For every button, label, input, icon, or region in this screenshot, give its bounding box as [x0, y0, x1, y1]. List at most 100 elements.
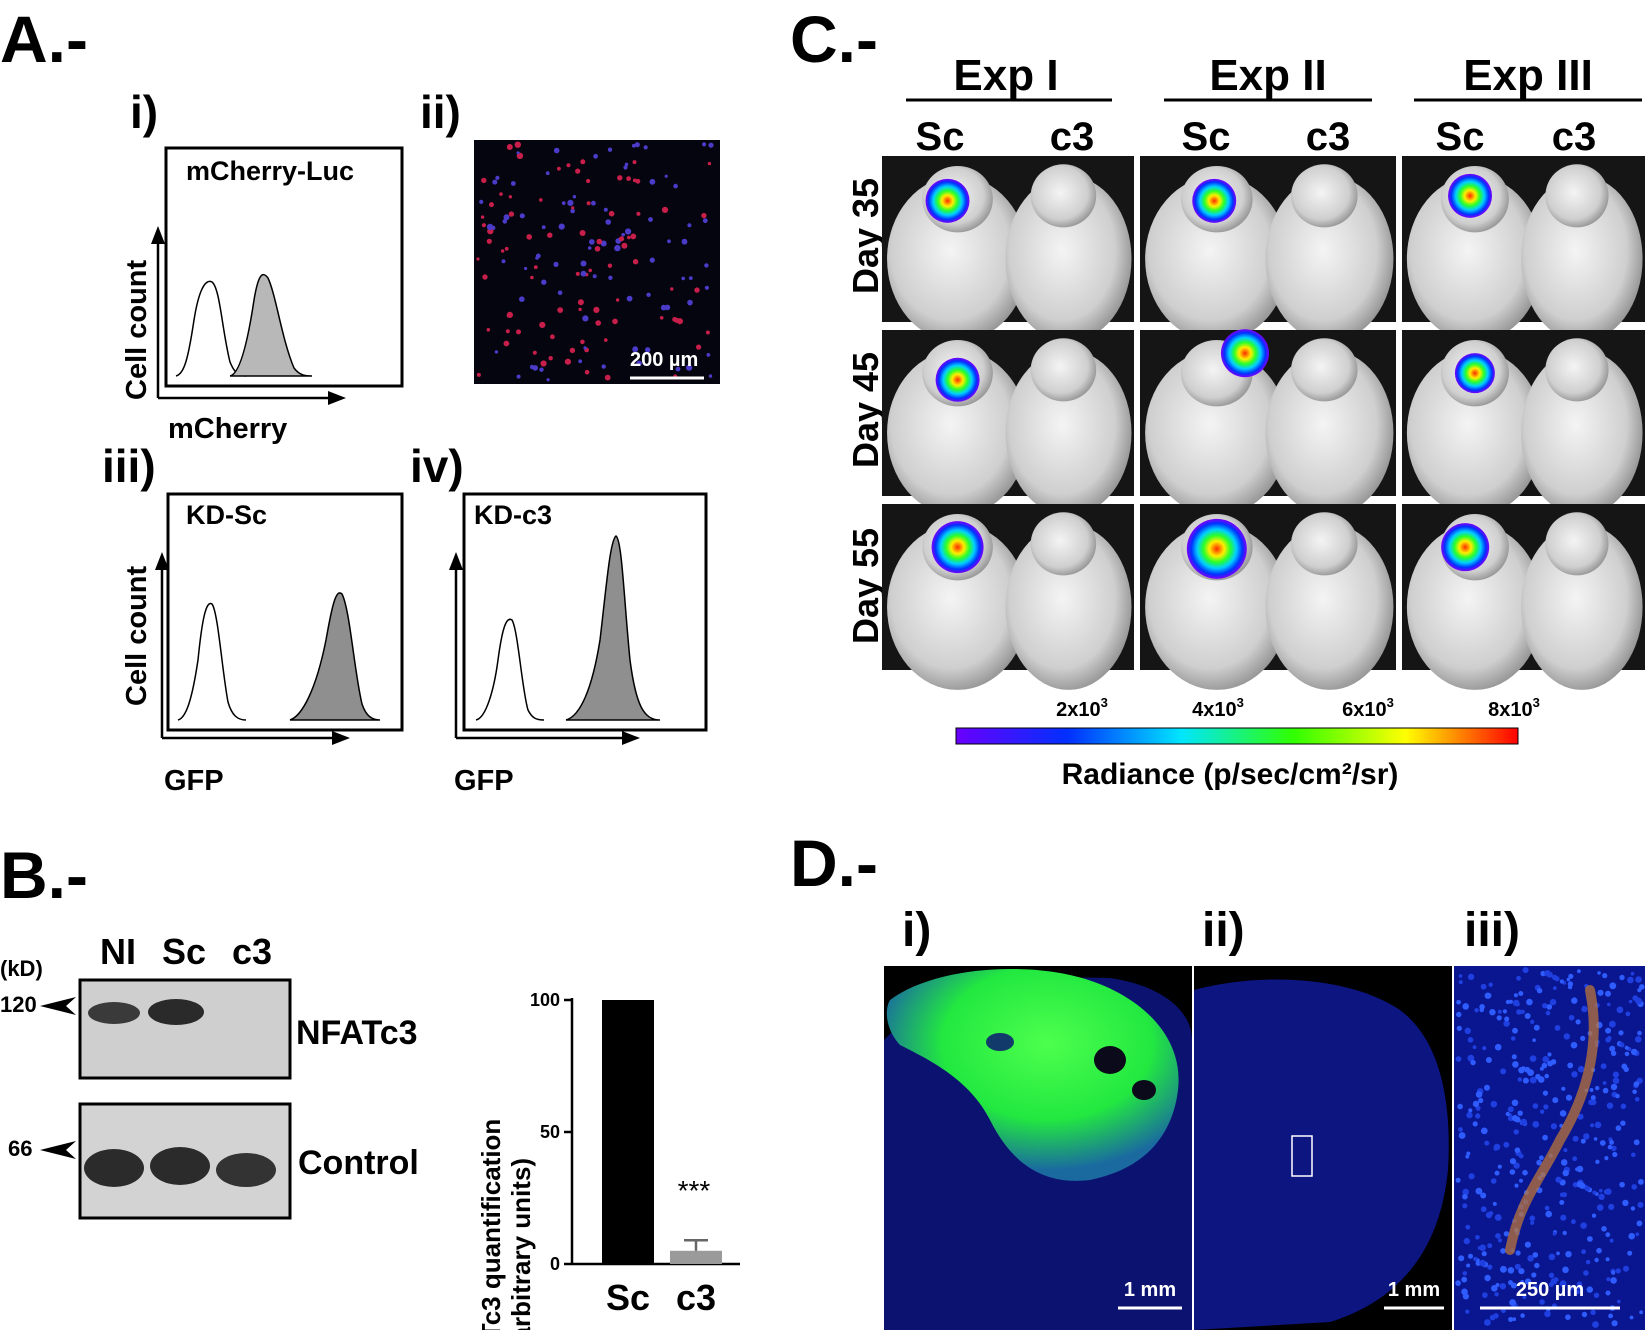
- panel-a-i-x-arrow-icon: [328, 391, 346, 405]
- cell-nucleus: [583, 346, 587, 350]
- panel-c-colorbar-label: Radiance (p/sec/cm²/sr): [1062, 758, 1399, 791]
- tissue-nucleus: [1462, 1203, 1468, 1209]
- panel-a-iii-title: KD-Sc: [186, 500, 267, 530]
- tissue-nucleus: [1636, 1220, 1643, 1227]
- panel-c-day-55: Day 55: [845, 528, 886, 644]
- tissue-nucleus: [1512, 1061, 1519, 1068]
- tissue-nucleus: [1592, 1321, 1599, 1328]
- tissue-nucleus: [1631, 1152, 1636, 1158]
- tissue-nucleus: [1543, 1104, 1549, 1110]
- bar-category-label: c3: [676, 1277, 716, 1318]
- tissue-nucleus: [1581, 1249, 1586, 1255]
- mouse-c3-head: [1291, 164, 1358, 228]
- cell-nucleus: [508, 195, 513, 199]
- panel-b-kd-unit: (kD): [0, 956, 43, 981]
- tissue-nucleus: [1542, 1090, 1548, 1096]
- cell-nucleus: [643, 145, 648, 150]
- tissue-nucleus: [1549, 998, 1557, 1006]
- cell-nucleus: [580, 339, 585, 345]
- cell-nucleus: [587, 246, 592, 250]
- cell-nucleus: [687, 223, 692, 228]
- cell-nucleus: [570, 208, 575, 214]
- tissue-nucleus: [1560, 1159, 1568, 1166]
- tissue-nucleus: [1624, 1051, 1630, 1057]
- panel-b-marker-66-arrow-icon: [40, 1141, 76, 1159]
- panel-a-iv-xlabel: GFP: [454, 765, 514, 797]
- tissue-nucleus: [1530, 1019, 1535, 1024]
- tissue-nucleus: [1552, 1231, 1557, 1236]
- tissue-nucleus: [1458, 980, 1463, 985]
- tissue-nucleus: [1572, 1182, 1579, 1188]
- tissue-nucleus: [1522, 1169, 1528, 1176]
- tissue-nucleus: [1540, 970, 1546, 977]
- cell-nucleus: [615, 298, 620, 302]
- tissue-nucleus: [1468, 1173, 1475, 1180]
- cell-nucleus: [516, 329, 521, 335]
- mouse-c3: [1265, 349, 1394, 516]
- cell-nucleus: [586, 178, 591, 184]
- tissue-nucleus: [1507, 1106, 1514, 1113]
- panel-b-band-sc-nfatc3: [148, 999, 204, 1025]
- cell-nucleus: [595, 320, 601, 326]
- panel-d-i-tumor: [886, 968, 1179, 1181]
- cell-nucleus: [514, 141, 521, 148]
- cell-nucleus: [539, 367, 544, 372]
- tissue-nucleus: [1533, 1285, 1538, 1290]
- cell-nucleus: [704, 263, 709, 268]
- tissue-nucleus: [1520, 1313, 1525, 1318]
- tissue-nucleus: [1577, 969, 1581, 974]
- cell-nucleus: [636, 211, 641, 216]
- tissue-nucleus: [1533, 1024, 1540, 1031]
- cell-nucleus: [612, 318, 618, 325]
- tissue-nucleus: [1593, 1292, 1600, 1299]
- panel-c-exp-iii: Exp III: [1463, 51, 1593, 100]
- cell-nucleus: [541, 279, 547, 285]
- tissue-nucleus: [1512, 1317, 1517, 1322]
- cell-nucleus: [625, 228, 632, 235]
- tissue-nucleus: [1583, 1270, 1589, 1276]
- panel-d-iii-scalebar-label: 250 µm: [1516, 1279, 1584, 1301]
- tissue-nucleus: [1475, 1235, 1480, 1240]
- tissue-nucleus: [1609, 1045, 1616, 1052]
- tissue-nucleus: [1545, 1010, 1551, 1016]
- tissue-nucleus: [1638, 1179, 1644, 1185]
- tissue-nucleus: [1480, 1192, 1487, 1199]
- tissue-nucleus: [1514, 1263, 1521, 1270]
- mouse-sc: [887, 523, 1029, 690]
- tissue-nucleus: [1466, 1263, 1471, 1268]
- panel-c-letter: C.-: [790, 2, 878, 76]
- tissue-nucleus: [1520, 1280, 1525, 1284]
- cell-nucleus: [476, 257, 480, 261]
- tissue-nucleus: [1458, 1127, 1463, 1132]
- panel-b-band-sc-control: [150, 1147, 210, 1185]
- panel-c-colorbar-tick-4: 8x103: [1488, 695, 1540, 721]
- panel-a-ii-scalebar-label: 200 µm: [630, 349, 698, 371]
- cell-nucleus: [503, 214, 510, 221]
- cell-nucleus: [575, 168, 581, 174]
- tissue-nucleus: [1567, 1285, 1574, 1291]
- tissue-nucleus: [1475, 1187, 1483, 1195]
- tissue-nucleus: [1497, 1009, 1502, 1014]
- tissue-nucleus: [1539, 1155, 1544, 1161]
- tissue-nucleus: [1580, 1138, 1586, 1144]
- cell-nucleus: [578, 307, 582, 312]
- tissue-nucleus: [1548, 1272, 1555, 1279]
- tissue-nucleus: [1455, 1177, 1461, 1183]
- bar-y-tick-label: 100: [530, 990, 560, 1010]
- cell-nucleus: [532, 350, 537, 355]
- tissue-nucleus: [1462, 1271, 1468, 1276]
- tissue-nucleus: [1480, 1127, 1488, 1135]
- tissue-nucleus: [1609, 1020, 1616, 1028]
- bioluminescence-signal: [931, 521, 984, 574]
- tissue-nucleus: [1511, 1115, 1519, 1122]
- panel-d-letter: D.-: [790, 826, 878, 900]
- panel-a-iii-xlabel: GFP: [164, 765, 224, 797]
- tissue-nucleus: [1514, 1147, 1521, 1153]
- tissue-nucleus: [1500, 1068, 1507, 1075]
- tissue-nucleus: [1580, 1035, 1586, 1041]
- panel-b-band-ni-control: [84, 1149, 144, 1187]
- panel-b-marker-120: 120: [0, 992, 37, 1017]
- mouse-sc: [887, 175, 1029, 342]
- tissue-nucleus: [1510, 1036, 1516, 1041]
